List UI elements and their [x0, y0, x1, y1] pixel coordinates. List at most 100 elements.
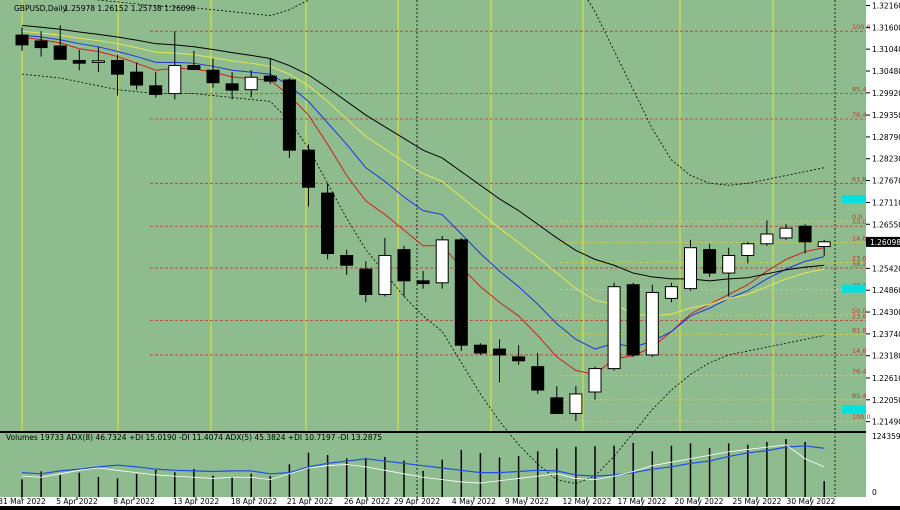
bearish-candle[interactable] [111, 59, 124, 75]
bearish-candle[interactable] [225, 83, 239, 91]
fibonacci-level-label: 76.4 [852, 368, 866, 376]
bullish-candle[interactable] [722, 254, 736, 274]
bullish-candle[interactable] [760, 233, 774, 245]
bearish-candle[interactable] [149, 85, 163, 95]
moving-average-yellow [21, 30, 825, 317]
price-axis-label: 1.32160 [872, 1, 900, 10]
bearish-candle[interactable] [340, 254, 354, 266]
time-axis-label: 18 Apr 2022 [231, 497, 278, 506]
bearish-candle[interactable] [550, 397, 564, 414]
fibonacci-level-label: 100.0 [852, 413, 871, 421]
bullish-candle[interactable] [741, 243, 755, 256]
bearish-candle[interactable] [206, 69, 220, 84]
di-line [21, 444, 825, 484]
bearish-candle[interactable] [512, 356, 526, 362]
time-axis-label: 25 May 2022 [733, 497, 782, 506]
price-axis-label: 1.29350 [872, 111, 900, 120]
fibonacci-level-label: 23.6 [852, 255, 866, 263]
bearish-candle[interactable] [626, 284, 640, 356]
time-axis-label: 30 May 2022 [787, 497, 836, 506]
fibonacci-level-label: 50.0 [852, 307, 866, 315]
bullish-candle[interactable] [244, 76, 258, 91]
bullish-candle[interactable] [779, 227, 793, 239]
price-axis-label: 1.22050 [872, 396, 900, 405]
bearish-candle[interactable] [531, 366, 545, 391]
bearish-candle[interactable] [263, 75, 277, 82]
bullish-candle[interactable] [91, 60, 105, 63]
bearish-candle[interactable] [282, 79, 296, 151]
bearish-candle[interactable] [416, 280, 430, 285]
symbol-label: GBPUSD,Daily [14, 4, 67, 13]
price-axis-label: 1.28790 [872, 133, 900, 142]
bearish-candle[interactable] [15, 34, 29, 46]
price-axis-label: 1.27670 [872, 177, 900, 186]
bearish-candle[interactable] [53, 45, 67, 60]
bullish-candle[interactable] [435, 239, 449, 284]
bearish-candle[interactable] [130, 71, 144, 86]
moving-average-blue [21, 34, 825, 350]
bullish-candle[interactable] [817, 241, 831, 248]
volume-adx-header: Volumes 19733 ADX(8) 46.7324 +DI 15.0190… [6, 433, 382, 442]
bullish-candle[interactable] [378, 254, 392, 295]
fibonacci-level-label: 0.0 [852, 213, 862, 221]
fibonacci-level-label: 61.8 [852, 327, 866, 335]
time-axis-label: 12 May 2022 [563, 497, 612, 506]
time-axis-label: 17 May 2022 [618, 497, 667, 506]
fibonacci-level-label: 76.4 [852, 111, 866, 119]
bearish-candle[interactable] [187, 65, 201, 70]
time-axis-label: 4 May 2022 [452, 497, 496, 506]
bullish-candle[interactable] [168, 65, 182, 95]
time-axis-label: 31 Mar 2022 [0, 497, 46, 506]
bearish-candle[interactable] [72, 59, 86, 64]
fibonacci-level-label: 23.6 [852, 313, 866, 321]
main-plot-background[interactable] [0, 0, 866, 431]
bearish-candle[interactable] [473, 344, 487, 354]
bullish-candle[interactable] [588, 368, 602, 393]
fibonacci-level-label: 85.4 [852, 392, 866, 400]
price-axis-label: 1.24300 [872, 308, 900, 317]
price-axis-panel [866, 0, 900, 506]
price-axis-label: 1.30480 [872, 67, 900, 76]
bearish-candle[interactable] [798, 225, 812, 243]
volume-plot-background[interactable] [0, 433, 866, 497]
time-axis-label: 29 Apr 2022 [394, 497, 441, 506]
bullish-candle[interactable] [607, 286, 621, 370]
price-axis-label: 1.31600 [872, 23, 900, 32]
bollinger-band-upper [94, 0, 825, 186]
volume-pane[interactable] [0, 431, 866, 506]
fibonacci-level-label: 50.0 [852, 218, 866, 226]
bearish-candle[interactable] [454, 239, 468, 346]
price-axis-label: 1.26550 [872, 220, 900, 229]
moving-average-red [21, 36, 825, 375]
price-axis-label: 1.31040 [872, 45, 900, 54]
price-axis-label: 1.24860 [872, 286, 900, 295]
bearish-candle[interactable] [703, 249, 717, 274]
time-axis-label: 26 Apr 2022 [344, 497, 391, 506]
fibonacci-level-label: 85.4 [852, 86, 866, 94]
fibonacci-level-label: 100.0 [852, 23, 871, 31]
bullish-candle[interactable] [664, 286, 678, 299]
price-axis-label: 1.28230 [872, 155, 900, 164]
time-axis-label: 5 Apr 2022 [56, 497, 98, 506]
bullish-candle[interactable] [684, 247, 697, 290]
bearish-candle[interactable] [359, 268, 373, 295]
bearish-candle[interactable] [34, 40, 48, 49]
bearish-candle[interactable] [493, 348, 506, 356]
price-axis-label: 1.25420 [872, 264, 900, 273]
bearish-candle[interactable] [321, 192, 335, 255]
bullish-candle[interactable] [645, 292, 659, 356]
cyan-level-marker [842, 284, 866, 293]
bearish-candle[interactable] [397, 249, 411, 282]
volume-axis-label: 124359 [872, 432, 900, 441]
ohlc-readout: 1.25978 1.26152 1.25738 1.26098 [64, 4, 195, 13]
fibonacci-level-label: 14.6 [852, 347, 866, 355]
fibonacci-level-label: 61.8 [852, 175, 866, 183]
bearish-candle[interactable] [302, 149, 315, 188]
time-axis-label: 13 Apr 2022 [173, 497, 220, 506]
bullish-candle[interactable] [569, 393, 583, 414]
price-axis-label: 1.23180 [872, 352, 900, 361]
time-axis-label: 8 Apr 2022 [113, 497, 155, 506]
